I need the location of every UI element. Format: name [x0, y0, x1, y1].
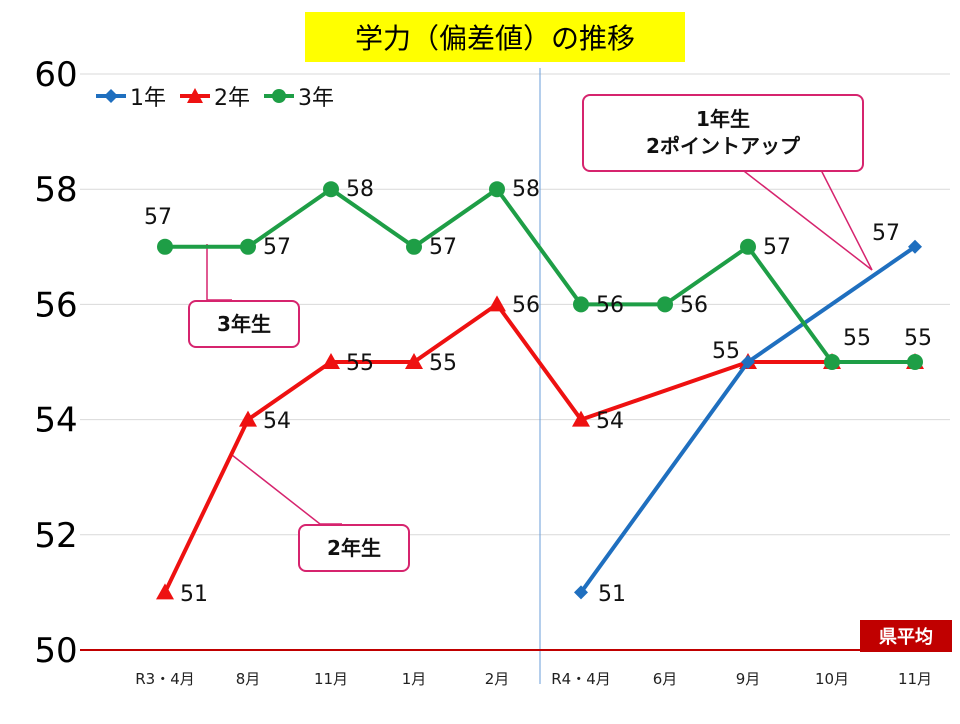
legend-item-grade1: 1年: [96, 80, 166, 112]
data-label-grade3: 56: [596, 293, 624, 318]
data-point-grade2: [572, 410, 590, 427]
data-point-grade2: [239, 410, 257, 427]
data-point-grade2: [405, 353, 423, 369]
data-label-grade3: 55: [904, 326, 932, 351]
callout-grade1-pointer: [739, 167, 873, 271]
legend-label-grade1: 1年: [130, 86, 166, 111]
data-label-grade2: 54: [263, 409, 291, 434]
data-point-grade3: [824, 354, 840, 370]
legend-marker-grade1: [96, 89, 126, 103]
y-tick-label: 58: [34, 170, 77, 210]
data-label-grade3: 57: [144, 205, 172, 230]
legend-label-grade3: 3年: [298, 86, 334, 111]
data-label-grade3: 55: [843, 326, 871, 351]
series-line-grade3: [165, 187, 915, 364]
x-tick-label: 11月: [898, 670, 932, 688]
data-label-grade3: 56: [680, 293, 708, 318]
callout-grade2-pointer: [231, 454, 342, 525]
data-label-grade1: 55: [712, 339, 740, 364]
callout-grade1-line2: 2ポイントアップ: [646, 134, 800, 158]
legend-marker-grade2: [180, 88, 210, 103]
data-point-grade2: [322, 353, 340, 369]
data-point-grade1: [741, 355, 755, 369]
data-label-grade3: 57: [763, 235, 791, 260]
data-point-grade3: [406, 238, 422, 255]
callout-grade3-text: 3年生: [217, 311, 271, 336]
data-point-grade3: [740, 238, 756, 255]
callout-grade1-line1: 1年生: [696, 107, 750, 131]
callout-grade3-pointer: [206, 244, 232, 301]
x-tick-label: 6月: [653, 670, 678, 688]
legend: 1年 2年 3年: [96, 80, 334, 112]
data-label-grade3: 58: [346, 177, 374, 202]
y-tick-label: 56: [34, 285, 77, 325]
reference-label: 県平均: [860, 620, 952, 652]
chart-title: 学力（偏差値）の推移: [305, 12, 685, 62]
x-tick-label: R3・4月: [135, 670, 195, 688]
data-point-grade3: [657, 296, 673, 313]
x-tick-label: 10月: [815, 670, 849, 688]
data-label-grade3: 57: [429, 235, 457, 260]
callout-grade1: 1年生 2ポイントアップ: [582, 94, 864, 172]
x-tick-label: 9月: [736, 670, 761, 688]
data-label-grade3: 57: [263, 235, 291, 260]
data-point-grade3: [573, 296, 589, 313]
x-tick-label: 2月: [485, 670, 510, 688]
data-label-grade2: 56: [512, 293, 540, 318]
data-label-grade2: 55: [429, 351, 457, 376]
data-label-grade2: 54: [596, 409, 624, 434]
data-point-grade3: [907, 354, 923, 370]
data-point-grade3: [323, 181, 339, 198]
x-tick-label: 1月: [402, 670, 427, 688]
x-tick-label: 11月: [314, 670, 348, 688]
callout-grade2: 2年生: [298, 524, 410, 572]
y-tick-label: 50: [34, 631, 77, 671]
data-point-grade2: [488, 295, 506, 312]
legend-item-grade2: 2年: [180, 80, 250, 112]
data-point-grade1: [574, 585, 588, 600]
x-tick-label: R4・4月: [551, 670, 611, 688]
legend-label-grade2: 2年: [214, 86, 250, 111]
callout-grade3: 3年生: [188, 300, 300, 348]
data-point-grade3: [157, 238, 173, 255]
y-tick-label: 52: [34, 516, 77, 556]
x-tick-label: 8月: [236, 670, 261, 688]
data-label-grade1: 51: [598, 582, 626, 607]
data-point-grade1: [908, 239, 922, 254]
data-label-grade2: 55: [346, 351, 374, 376]
y-tick-label: 60: [34, 55, 77, 95]
legend-marker-grade3: [264, 89, 294, 103]
data-label-grade3: 58: [512, 177, 540, 202]
data-point-grade2: [156, 583, 174, 600]
data-point-grade3: [240, 238, 256, 255]
callout-grade2-text: 2年生: [327, 535, 381, 560]
legend-item-grade3: 3年: [264, 80, 334, 112]
data-label-grade1: 57: [872, 221, 900, 246]
y-tick-label: 54: [34, 401, 77, 441]
data-point-grade3: [489, 181, 505, 198]
data-label-grade2: 51: [180, 582, 208, 607]
